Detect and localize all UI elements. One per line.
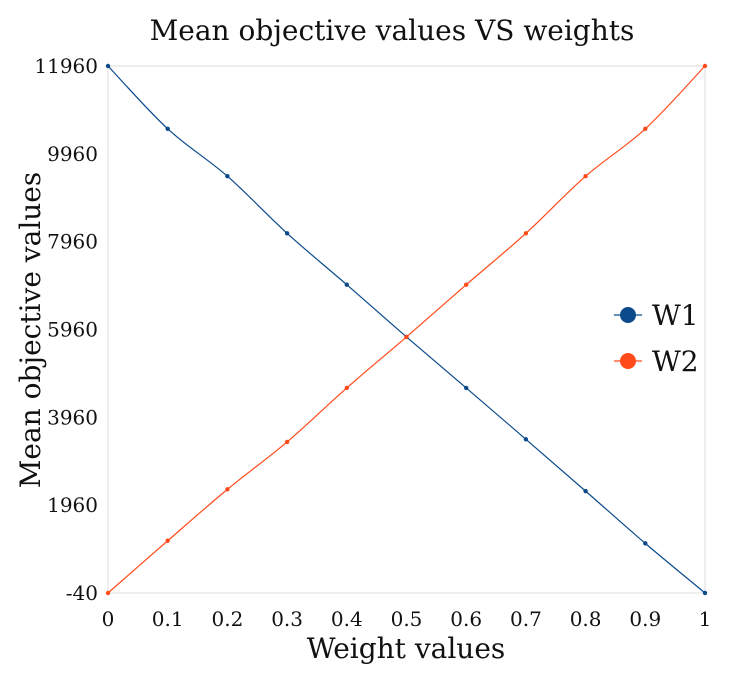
chart-title: Mean objective values VS weights [150, 14, 635, 47]
data-point-w1 [523, 437, 529, 442]
x-tick-label: 0.2 [211, 607, 243, 631]
data-point-w2 [643, 126, 648, 132]
data-point-w1 [225, 174, 230, 179]
x-tick-label: 0 [102, 607, 115, 631]
plot-frame [107, 65, 706, 594]
data-point-w1 [464, 385, 469, 391]
data-point-w1 [344, 282, 349, 287]
data-point-w2 [344, 385, 349, 391]
series-line-w2 [107, 65, 706, 594]
x-tick-label: 0.4 [331, 607, 363, 631]
data-point-w1 [702, 590, 708, 596]
data-point-w2 [284, 439, 290, 445]
axes: 0 0.1 0.2 0.3 0.4 0.5 0.6 0.7 0.8 0.9 1 -40 1960 3960… [34, 54, 711, 631]
x-tick-label: 0.8 [570, 607, 602, 631]
legend-label-w1: W1 [652, 299, 699, 332]
data-point-w1 [284, 231, 290, 236]
y-tick-label: 9960 [47, 142, 98, 166]
y-tick-label: 7960 [47, 230, 98, 254]
x-tick-label: 0.7 [510, 607, 542, 631]
data-point-w2 [225, 487, 230, 492]
data-point-w1 [105, 63, 111, 69]
x-tick-label: 0.6 [450, 607, 482, 631]
series-line-w1 [107, 65, 706, 594]
legend-marker-w2 [620, 353, 636, 369]
x-axis-label: Weight values [307, 632, 506, 665]
data-point-w2 [523, 231, 529, 236]
legend-marker-w1 [620, 307, 636, 323]
x-tick-label: 0.9 [629, 607, 661, 631]
data-point-w2 [404, 334, 409, 340]
data-point-w1 [165, 126, 170, 132]
x-tick-label: 1 [699, 607, 712, 631]
y-tick-label: 1960 [47, 493, 98, 517]
data-point-w1 [643, 541, 648, 546]
data-point-w2 [702, 63, 708, 69]
y-tick-label: 3960 [47, 405, 98, 429]
x-tick-label: 0.1 [152, 607, 184, 631]
data-point-w1 [583, 488, 588, 494]
y-tick-label: -40 [66, 581, 98, 605]
data-point-w2 [105, 590, 111, 596]
data-point-w2 [464, 282, 469, 287]
y-tick-label: 5960 [47, 318, 98, 342]
series-layer [105, 63, 708, 596]
legend-label-w2: W2 [652, 345, 699, 378]
x-tick-label: 0.5 [391, 607, 423, 631]
y-axis-label: Mean objective values [14, 172, 47, 489]
data-point-w2 [583, 174, 588, 179]
data-point-w2 [165, 538, 170, 543]
x-tick-label: 0.3 [271, 607, 303, 631]
y-tick-label: 11960 [34, 54, 98, 78]
